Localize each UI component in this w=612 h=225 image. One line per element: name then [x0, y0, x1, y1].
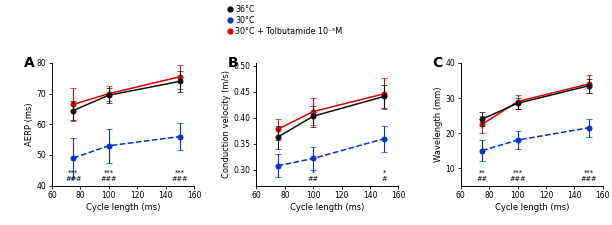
Y-axis label: Conduction velocity (m/s): Conduction velocity (m/s): [222, 70, 231, 178]
Text: ***
###: *** ###: [100, 170, 117, 182]
X-axis label: Cycle length (ms): Cycle length (ms): [494, 203, 569, 212]
Text: *
#: * #: [381, 170, 387, 182]
X-axis label: Cycle length (ms): Cycle length (ms): [290, 203, 365, 212]
Text: **
##: ** ##: [477, 170, 488, 182]
Y-axis label: Wavelength (mm): Wavelength (mm): [434, 87, 442, 162]
Text: ***
###: *** ###: [65, 170, 81, 182]
Y-axis label: AERP (ms): AERP (ms): [25, 103, 34, 146]
Text: ***
###: *** ###: [171, 170, 188, 182]
Legend: 36°C, 30°C, 30°C + Tolbutamide 10⁻⁵M: 36°C, 30°C, 30°C + Tolbutamide 10⁻⁵M: [228, 5, 343, 36]
Text: B: B: [228, 56, 239, 70]
Text: *
##: * ##: [308, 170, 319, 182]
Text: A: A: [24, 56, 34, 70]
Text: ***
###: *** ###: [509, 170, 526, 182]
Text: ***
###: *** ###: [580, 170, 597, 182]
Text: C: C: [433, 56, 442, 70]
X-axis label: Cycle length (ms): Cycle length (ms): [86, 203, 160, 212]
